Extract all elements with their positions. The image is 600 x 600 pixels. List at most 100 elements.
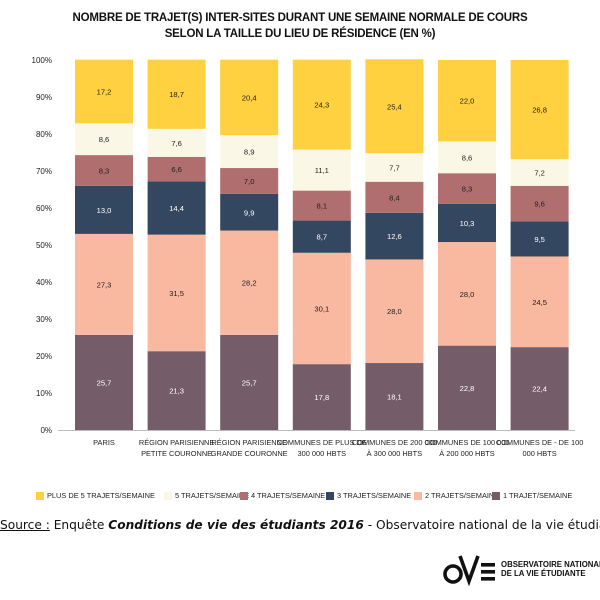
data-label: 30,1 [314, 304, 329, 313]
category-label-line: Région parisienne [139, 438, 214, 447]
y-tick-label: 30% [36, 315, 52, 324]
legend-label: Plus de 5 trajets/semaine [47, 491, 155, 500]
bar-segment [220, 334, 279, 430]
bar-segment [292, 252, 351, 365]
legend-item: 1 trajet/semaine [492, 491, 572, 500]
bar-segment [510, 159, 569, 186]
y-tick-label: 100% [32, 56, 52, 65]
data-label: 18,1 [387, 393, 402, 402]
data-label: 14,4 [169, 204, 184, 213]
legend-swatch [164, 491, 172, 500]
y-tick-label: 0% [40, 426, 52, 435]
data-label: 25,4 [387, 102, 402, 111]
data-label: 24,3 [314, 101, 329, 110]
bar-segment [75, 233, 133, 335]
legend-label: 1 trajet/semaine [503, 491, 573, 500]
bar-segment [510, 60, 569, 160]
legend-label: 2 trajets/semaine [425, 491, 500, 500]
bar-segment [365, 59, 424, 154]
bar-segment [220, 59, 279, 136]
bar-segment [147, 59, 206, 129]
data-label: 10,3 [460, 219, 475, 228]
bar-segment [75, 59, 133, 124]
category-label-line: 300 000 hbts [298, 449, 347, 458]
category-label-line: Paris [93, 438, 115, 447]
bar-segment [438, 345, 496, 430]
legend-swatch [414, 491, 422, 500]
data-label: 22,4 [532, 385, 547, 394]
category-label-line: 000 hbts [523, 449, 557, 458]
category-label-line: Communes de 200 000 [352, 438, 437, 447]
legend-item: Plus de 5 trajets/semaine [36, 491, 155, 500]
legend-item: 5 trajets/semaine [164, 491, 249, 500]
data-label: 22,8 [460, 384, 475, 393]
bar-segment [147, 128, 206, 157]
bar-segment [220, 193, 279, 231]
bar-segment [510, 221, 569, 257]
data-label: 28,2 [242, 279, 257, 288]
data-label: 8,3 [462, 185, 473, 194]
bar-segment [438, 60, 496, 142]
source-survey-name: Conditions de vie des étudiants 2016 [108, 518, 364, 532]
data-label: 17,8 [314, 393, 329, 402]
bar-segment [510, 347, 569, 430]
bar-segment [75, 155, 133, 186]
bar-segment [75, 334, 133, 430]
bar-segment [292, 59, 351, 150]
category-label: Région parisienne petite couronne [139, 438, 214, 458]
y-tick-label: 10% [36, 389, 52, 398]
data-label: 9,5 [534, 235, 545, 244]
legend-swatch [240, 491, 248, 500]
data-label: 8,9 [244, 148, 255, 157]
bar-segment [220, 230, 279, 335]
category-label: Communes de 200 000 à 300 000 hbts [352, 438, 437, 458]
bar-segment [147, 156, 206, 182]
bar-segment [292, 220, 351, 253]
y-axis: 0% 10% 20% 30% 40% 50% 60% 70% 80% 90% 100% [32, 56, 52, 435]
data-label: 18,7 [169, 90, 184, 99]
category-label-line: Communes de 100 000 [424, 438, 509, 447]
bar-segment [220, 168, 279, 194]
legend-swatch [36, 491, 44, 500]
bar-segment [75, 123, 133, 156]
legend-swatch [492, 491, 500, 500]
ove-logo-text: OBSERVATOIRE NATIONAL DE LA VIE ÉTUDIANT… [501, 560, 600, 578]
bar-segment [292, 149, 351, 191]
y-tick-label: 90% [36, 93, 52, 102]
legend-item: 2 trajets/semaine [414, 491, 499, 500]
bar-segment [292, 190, 351, 221]
data-label: 27,3 [97, 280, 112, 289]
legend-label: 4 trajets/semaine [251, 491, 326, 500]
bar-segment [365, 153, 424, 182]
category-label-line: à 300 000 hbts [367, 449, 423, 458]
logo-line-2: DE LA VIE ÉTUDIANTE [501, 569, 586, 578]
data-label: 11,1 [315, 166, 329, 175]
bar-segment [365, 363, 424, 430]
source-middle: Enquête [49, 518, 109, 532]
data-label: 20,4 [242, 93, 257, 102]
data-label: 26,8 [532, 106, 547, 115]
data-label: 28,0 [460, 290, 475, 299]
data-label: 8,6 [462, 153, 473, 162]
data-label: 17,2 [97, 87, 112, 96]
category-label: Communes de - de 100 000 hbts [496, 438, 583, 458]
ove-logo-mark [443, 555, 495, 587]
data-label: 9,9 [244, 208, 255, 217]
bar-segment [365, 259, 424, 364]
category-label-line: Communes de - de 100 [496, 438, 583, 447]
data-label: 7,7 [389, 163, 400, 172]
category-label: Communes de plus de 300 000 hbts [277, 438, 367, 458]
data-label: 22,0 [460, 97, 475, 106]
x-axis: Paris Région parisienne petite couronneRég… [58, 430, 583, 458]
data-label: 8,7 [317, 233, 328, 242]
source-suffix: - Observatoire national de la vie étudia… [367, 518, 600, 532]
data-label: 8,1 [317, 202, 328, 211]
legend: Plus de 5 trajets/semaine 5 trajets/semai… [36, 491, 596, 505]
data-label: 8,3 [99, 166, 110, 175]
category-label-line: Communes de plus de [277, 438, 367, 447]
bar-segment [292, 364, 351, 430]
data-label: 7,6 [171, 139, 182, 148]
bar-segment [75, 185, 133, 234]
bar-segment [220, 135, 279, 169]
ove-logo: OBSERVATOIRE NATIONAL DE LA VIE ÉTUDIANT… [443, 550, 600, 590]
